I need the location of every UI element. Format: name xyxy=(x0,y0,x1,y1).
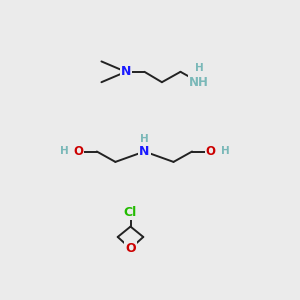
Text: N: N xyxy=(139,145,150,158)
Text: H: H xyxy=(140,134,149,144)
Text: NH: NH xyxy=(189,76,209,89)
Text: H: H xyxy=(221,146,230,157)
Text: Cl: Cl xyxy=(124,206,137,219)
Text: O: O xyxy=(206,145,216,158)
Text: O: O xyxy=(73,145,83,158)
Text: H: H xyxy=(195,63,203,73)
Text: N: N xyxy=(121,65,131,78)
Text: H: H xyxy=(60,146,69,157)
Text: O: O xyxy=(125,242,136,255)
